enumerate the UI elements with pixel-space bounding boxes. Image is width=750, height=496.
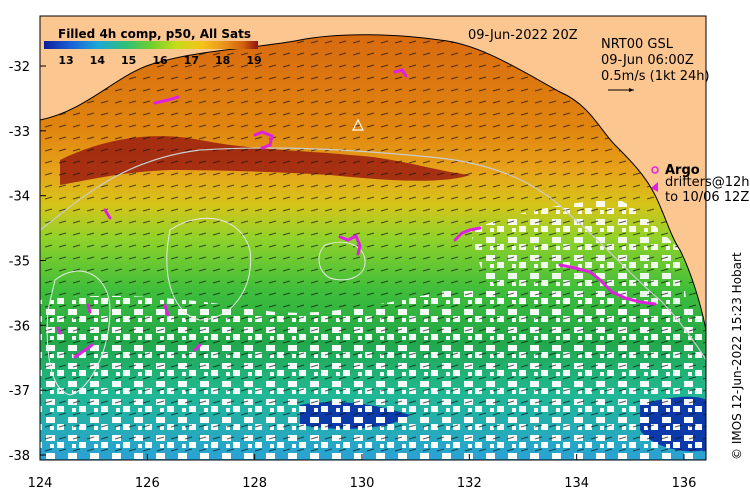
product-line3: 0.5m/s (1kt 24h): [601, 69, 710, 84]
coastline: [40, 34, 706, 331]
contour-shelf: [40, 147, 706, 361]
y-tick-label: -34: [9, 190, 30, 205]
colorbar-gradient: [44, 41, 258, 49]
y-axis: -32 -33 -34 -35 -36 -37 -38: [9, 60, 46, 464]
y-tick-label: -37: [9, 384, 30, 399]
plot-frame: [39, 15, 707, 461]
current-vectors: [40, 34, 706, 460]
colorbar-tick-label: 19: [246, 54, 261, 67]
date-label: 09-Jun-2022 20Z: [468, 28, 578, 43]
y-tick-label: -33: [9, 125, 30, 140]
x-tick-label: 128: [242, 476, 267, 491]
x-tick-label: 136: [672, 476, 697, 491]
x-axis: 124 126 128 130 132 134 136: [28, 454, 697, 491]
argo-float-marker: [352, 118, 364, 131]
colorbar-ticks: 13 14 15 16 17 18 19: [58, 54, 261, 67]
contour-eddy-1: [46, 270, 111, 396]
colorbar-title: Filled 4h comp, p50, All Sats: [58, 27, 251, 41]
credit-text: © IMOS 12-Jun-2022 15:23 Hobart: [730, 252, 744, 460]
y-tick-label: -36: [9, 319, 30, 334]
scale-arrow-head: [629, 88, 634, 92]
y-tick-label: -32: [9, 60, 30, 75]
x-tick-label: 126: [135, 476, 160, 491]
drifter-tracks: [56, 68, 657, 359]
x-tick-label: 134: [564, 476, 589, 491]
y-tick-label: -35: [9, 255, 30, 270]
colorbar-tick-label: 17: [184, 54, 199, 67]
argo-legend-label: Argo: [665, 163, 700, 178]
product-line1: NRT00 GSL: [601, 37, 674, 52]
colorbar-tick-label: 13: [58, 54, 73, 67]
x-tick-label: 130: [350, 476, 375, 491]
colorbar-tick-label: 14: [90, 54, 106, 67]
contour-eddy-3: [318, 241, 366, 281]
x-tick-label: 124: [28, 476, 53, 491]
colorbar-tick-label: 18: [215, 54, 230, 67]
colorbar-tick-label: 16: [152, 54, 168, 67]
plot-area: [40, 16, 706, 460]
drifter-legend-line1: drifters@12h: [665, 175, 750, 190]
product-line2: 09-Jun 06:00Z: [601, 53, 694, 68]
y-tick-label: -38: [9, 449, 30, 464]
drifter-legend-line2: to 10/06 12Z: [665, 190, 749, 205]
contour-eddy-2: [166, 217, 252, 321]
colorbar-tick-label: 15: [121, 54, 136, 67]
x-tick-label: 132: [457, 476, 482, 491]
drifter-legend-marker: [651, 182, 658, 192]
colorbar: Filled 4h comp, p50, All Sats 13 14 15 16 17…: [44, 27, 262, 67]
argo-legend-marker: [651, 166, 659, 174]
